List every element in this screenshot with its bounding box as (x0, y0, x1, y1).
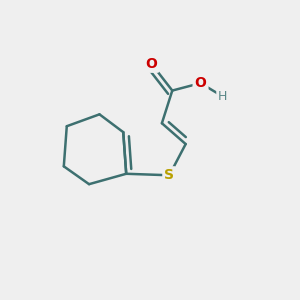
Text: S: S (164, 168, 174, 182)
Text: O: O (146, 57, 158, 71)
Text: O: O (195, 76, 206, 90)
Text: H: H (218, 90, 227, 103)
